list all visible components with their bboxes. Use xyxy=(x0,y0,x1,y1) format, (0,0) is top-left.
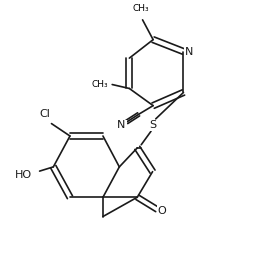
Text: Cl: Cl xyxy=(39,109,50,119)
Text: CH₃: CH₃ xyxy=(91,80,108,89)
Text: N: N xyxy=(185,47,194,57)
Text: HO: HO xyxy=(15,170,32,180)
Text: N: N xyxy=(117,120,126,131)
Text: CH₃: CH₃ xyxy=(133,4,149,13)
Text: O: O xyxy=(157,206,166,216)
Text: S: S xyxy=(150,120,157,131)
